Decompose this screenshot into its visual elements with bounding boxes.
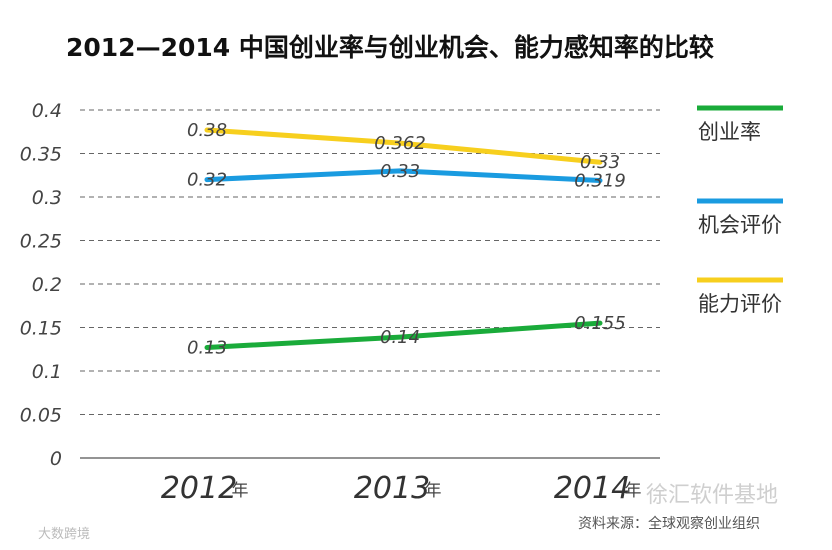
x-tick-label: 2014 [554,471,630,506]
data-label: 0.33 [580,152,620,173]
y-tick-label: 0.1 [32,361,62,383]
y-axis-ticks: 0 0.05 0.1 0.15 0.2 0.25 0.3 0.35 0.4 [20,100,62,470]
brand-watermark: 徐汇软件基地 [646,483,778,508]
y-tick-label: 0.25 [20,231,62,253]
legend-label: 机会评价 [698,213,782,237]
data-label: 0.155 [574,313,626,334]
corner-watermark: 大数跨境 [38,527,90,542]
series-line-机会评价 [204,168,603,183]
y-tick-label: 0 [50,448,62,470]
x-tick-suffix: 年 [425,481,442,501]
data-label: 0.319 [574,170,626,191]
data-label: 0.362 [374,133,426,154]
y-tick-label: 0.35 [20,144,62,166]
y-tick-label: 0.3 [32,187,62,209]
x-tick-suffix: 年 [232,481,249,501]
data-label: 0.38 [187,120,227,141]
legend-label: 创业率 [698,120,761,144]
x-tick-suffix: 年 [625,481,642,501]
x-tick-label: 2013 [354,471,430,506]
y-tick-label: 0.05 [20,405,62,427]
legend-label: 能力评价 [698,292,782,316]
data-label: 0.13 [187,338,227,359]
y-tick-label: 0.15 [20,318,62,340]
y-tick-label: 0.4 [32,100,62,122]
series-lines [204,127,603,350]
data-label: 0.33 [380,161,420,182]
data-label: 0.32 [187,170,227,191]
series-line-能力评价 [204,127,603,165]
gridlines [80,109,660,459]
x-tick-label: 2012 [161,471,237,506]
data-label: 0.14 [380,327,420,348]
series-line-创业率 [204,320,603,350]
source-note: 资料来源：全球观察创业组织 [578,515,760,532]
y-tick-label: 0.2 [32,274,62,296]
chart-title: 2012—2014 中国创业率与创业机会、能力感知率的比较 [66,33,714,62]
